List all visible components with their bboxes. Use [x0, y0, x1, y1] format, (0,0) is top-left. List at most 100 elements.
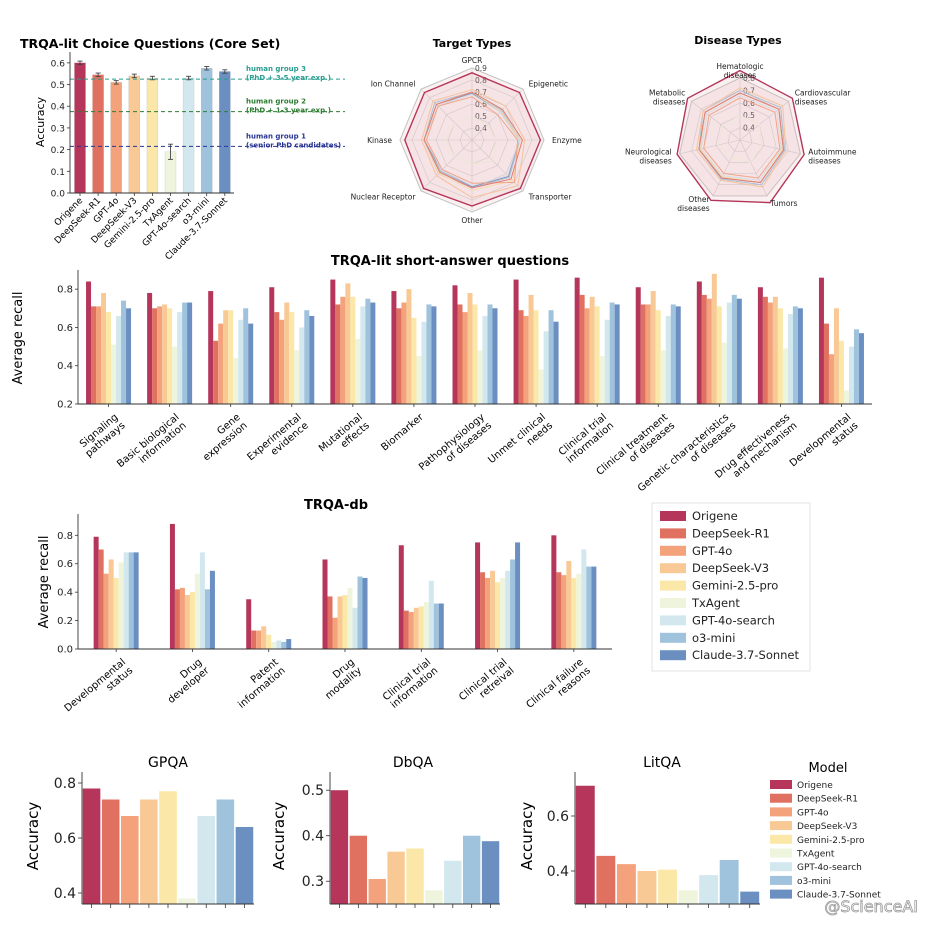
short-bar: [853, 329, 859, 404]
litqa-ytick-label: 0.4: [547, 864, 569, 880]
short-bar: [482, 315, 488, 404]
short-bar: [274, 312, 280, 404]
target-radar-series: [423, 91, 523, 189]
db-bar: [271, 641, 277, 649]
short-bar: [782, 348, 788, 404]
short-bar: [340, 296, 346, 404]
short-bar: [574, 277, 580, 404]
short-bar: [757, 287, 763, 404]
db-bar: [108, 559, 114, 649]
short-bar: [365, 298, 371, 404]
short-bar: [167, 308, 173, 404]
short-bar: [599, 356, 605, 404]
short-bar: [487, 304, 493, 404]
short-bar: [284, 302, 290, 404]
bottom-legend-label: TxAgent: [796, 850, 835, 860]
disease-radar-spoke: [691, 101, 741, 141]
short-bar: [858, 333, 864, 404]
db-bar: [184, 595, 190, 649]
dbqa-bar: [330, 790, 349, 904]
litqa-ytick-label: 0.6: [547, 809, 569, 825]
db-bar: [510, 559, 516, 649]
disease-radar-ring: [691, 90, 789, 185]
legend-label: TxAgent: [691, 596, 740, 610]
short-bar: [152, 308, 158, 404]
short-bar: [518, 310, 524, 404]
disease-radar-axis-label-line: diseases: [653, 97, 685, 106]
short-bar: [696, 281, 702, 404]
choice-y-axis-label: Accuracy: [34, 96, 47, 147]
dbqa-title: DbQA: [393, 755, 434, 771]
litqa-bar: [678, 890, 698, 904]
target-radar-axis-label: Epigenetic: [529, 79, 568, 88]
db-chart: TRQA-db Developmentalstatus Drugdeveloper…: [37, 498, 612, 714]
short-xtick-label: Biomarker: [379, 411, 426, 453]
gpqa-bar: [197, 816, 216, 904]
db-ytick-label: 0.4: [57, 588, 73, 599]
gpqa-bar: [101, 799, 120, 904]
db-bar: [551, 535, 557, 649]
short-bar: [604, 319, 610, 404]
short-bar: [736, 298, 742, 404]
db-bar: [123, 552, 129, 649]
legend-swatch: [660, 598, 686, 608]
short-bar: [228, 310, 234, 404]
short-bar: [538, 369, 544, 404]
target-radar-series: [445, 115, 497, 165]
bottom-legend-swatch: [770, 807, 792, 817]
db-bar: [591, 566, 597, 649]
target-radar-axis-label: Nuclear Receptor: [351, 193, 417, 202]
short-bar: [655, 310, 661, 404]
short-bar: [772, 296, 778, 404]
litqa-bar: [699, 875, 719, 904]
short-bar: [289, 312, 295, 404]
disease-radar-axis-label-line: Metabolic: [649, 88, 685, 97]
short-bar: [147, 292, 153, 404]
short-bar: [477, 350, 483, 404]
choice-bar: [200, 68, 213, 194]
db-xtick-label: Patentinformation: [229, 657, 287, 711]
choice-ytick-label: 0.3: [51, 124, 65, 134]
choice-bar: [128, 75, 141, 194]
short-bar: [411, 317, 417, 404]
short-bar: [721, 342, 727, 404]
choice-ytick-label: 0.0: [51, 190, 66, 200]
db-xtick-label: Clinical trialinformation: [381, 657, 440, 712]
short-xtick-label: Unmet clinicalneeds: [486, 412, 555, 475]
short-bar: [609, 302, 615, 404]
choice-bar: [92, 74, 104, 194]
short-bar: [838, 340, 844, 404]
legend-swatch: [660, 580, 686, 591]
dbqa-ytick-label: 0.4: [302, 829, 324, 845]
db-bar: [256, 630, 262, 649]
short-bar: [645, 304, 651, 404]
gpqa-title: GPQA: [148, 755, 188, 771]
short-bar: [177, 312, 183, 404]
db-bar: [347, 587, 353, 649]
bottom-legend-label: Claude-3.7-Sonnet: [797, 891, 881, 901]
short-bar: [457, 304, 463, 404]
db-bar: [189, 592, 195, 649]
litqa-bar: [616, 864, 636, 904]
disease-radar-spoke: [739, 139, 801, 155]
bottom-legend-swatch: [770, 875, 792, 885]
choice-bar: [146, 77, 159, 194]
short-bar: [787, 314, 793, 404]
short-bar: [426, 304, 432, 404]
db-bar: [480, 572, 486, 649]
legend-label: GPT-4o-search: [692, 613, 775, 627]
disease-radar-series: [703, 97, 781, 179]
db-bar: [261, 626, 267, 649]
disease-radar-ring-label: 0.6: [743, 99, 755, 108]
disease-radar-axis-label-line: Tumors: [769, 199, 797, 208]
dbqa-chart: DbQA 0.3 0.4 0.5 Accuracy: [270, 755, 500, 908]
legend-swatch: [660, 615, 686, 626]
disease-radar-axis-label: Other diseases: [677, 195, 710, 213]
bottom-legend-label: Origene: [797, 781, 833, 791]
litqa-bar: [637, 871, 657, 904]
disease-radar-series: [717, 114, 763, 163]
disease-radar-axis-label-line: Other: [688, 195, 710, 204]
short-bar: [553, 321, 559, 404]
short-bar: [406, 289, 412, 404]
